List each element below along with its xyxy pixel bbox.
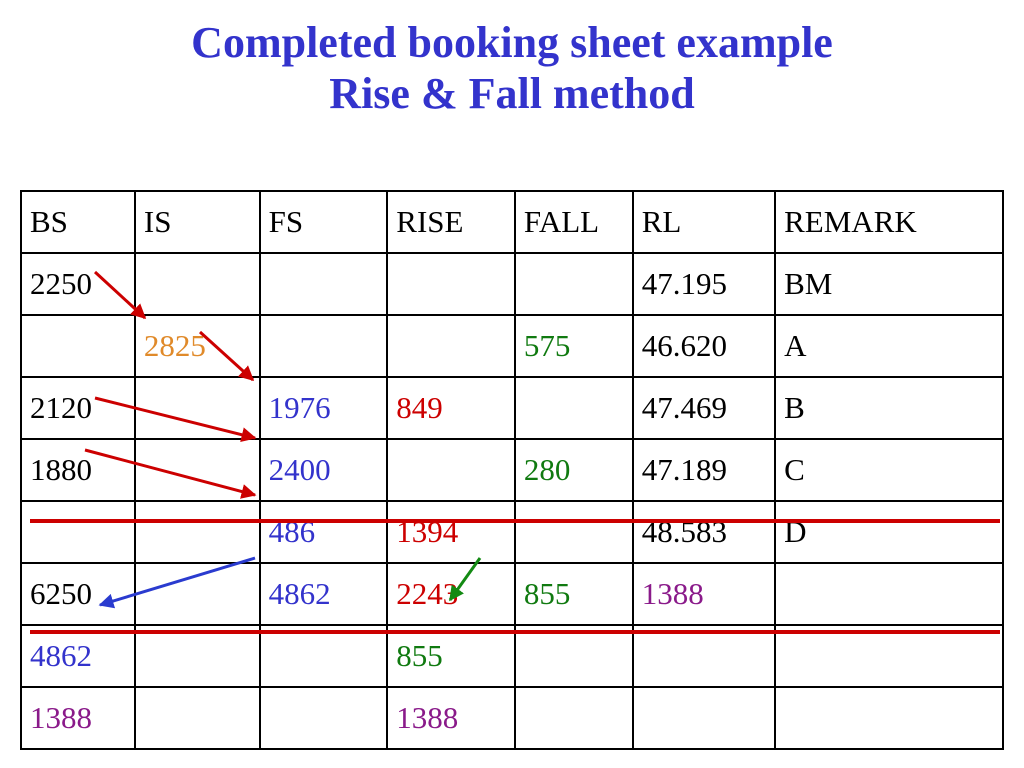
table-cell: 46.620 <box>633 315 775 377</box>
table-cell <box>515 377 633 439</box>
table-cell: 2120 <box>21 377 135 439</box>
table-cell <box>633 625 775 687</box>
table-header-row: BSISFSRISEFALLRLREMARK <box>21 191 1003 253</box>
table-cell: 47.195 <box>633 253 775 315</box>
table-cell <box>515 501 633 563</box>
table-cell <box>387 439 515 501</box>
table-cell <box>135 501 260 563</box>
table-cell <box>515 687 633 749</box>
table-cell: 855 <box>387 625 515 687</box>
table-cell <box>135 439 260 501</box>
table-cell <box>515 253 633 315</box>
table-body: BSISFSRISEFALLRLREMARK225047.195BM282557… <box>21 191 1003 749</box>
table-cell: BS <box>21 191 135 253</box>
booking-table-container: BSISFSRISEFALLRLREMARK225047.195BM282557… <box>20 190 1004 750</box>
table-cell: 1880 <box>21 439 135 501</box>
table-cell <box>135 253 260 315</box>
table-cell: RISE <box>387 191 515 253</box>
table-cell <box>260 687 388 749</box>
table-cell <box>775 687 1003 749</box>
title-line-1: Completed booking sheet example <box>0 18 1024 69</box>
table-cell <box>260 315 388 377</box>
table-row: 2250 47.195BM <box>21 253 1003 315</box>
table-cell: 1388 <box>21 687 135 749</box>
table-row: 6250 486222438551388 <box>21 563 1003 625</box>
table-cell <box>387 315 515 377</box>
table-cell: 2825 <box>135 315 260 377</box>
table-cell: A <box>775 315 1003 377</box>
table-cell <box>135 377 260 439</box>
table-cell: 486 <box>260 501 388 563</box>
table-row: 4862 855 <box>21 625 1003 687</box>
table-cell <box>135 625 260 687</box>
table-cell <box>515 625 633 687</box>
table-cell: BM <box>775 253 1003 315</box>
table-cell <box>775 563 1003 625</box>
table-cell: 48.583 <box>633 501 775 563</box>
table-cell: 849 <box>387 377 515 439</box>
title-line-2: Rise & Fall method <box>0 69 1024 120</box>
table-cell: 1388 <box>387 687 515 749</box>
table-cell: 4862 <box>260 563 388 625</box>
table-cell: 2243 <box>387 563 515 625</box>
table-row: 2825 57546.620A <box>21 315 1003 377</box>
table-row: 1880 2400 28047.189C <box>21 439 1003 501</box>
table-cell: 1976 <box>260 377 388 439</box>
table-cell <box>260 625 388 687</box>
table-cell: 1394 <box>387 501 515 563</box>
table-cell <box>775 625 1003 687</box>
table-cell: 2400 <box>260 439 388 501</box>
table-cell: 575 <box>515 315 633 377</box>
table-cell: 2250 <box>21 253 135 315</box>
table-cell <box>21 315 135 377</box>
table-cell: REMARK <box>775 191 1003 253</box>
table-cell <box>260 253 388 315</box>
table-cell: FS <box>260 191 388 253</box>
table-cell: RL <box>633 191 775 253</box>
booking-table: BSISFSRISEFALLRLREMARK225047.195BM282557… <box>20 190 1004 750</box>
table-cell: 4862 <box>21 625 135 687</box>
table-cell: 280 <box>515 439 633 501</box>
table-cell: C <box>775 439 1003 501</box>
table-cell: IS <box>135 191 260 253</box>
table-cell <box>135 563 260 625</box>
table-row: 1388 1388 <box>21 687 1003 749</box>
table-cell <box>21 501 135 563</box>
table-cell: 855 <box>515 563 633 625</box>
table-cell <box>135 687 260 749</box>
page-title: Completed booking sheet example Rise & F… <box>0 0 1024 119</box>
table-cell <box>387 253 515 315</box>
table-cell: FALL <box>515 191 633 253</box>
table-cell: B <box>775 377 1003 439</box>
table-cell <box>633 687 775 749</box>
table-row: 4861394 48.583D <box>21 501 1003 563</box>
table-cell: 47.469 <box>633 377 775 439</box>
table-cell: D <box>775 501 1003 563</box>
table-row: 2120 1976849 47.469B <box>21 377 1003 439</box>
table-cell: 6250 <box>21 563 135 625</box>
table-cell: 1388 <box>633 563 775 625</box>
table-cell: 47.189 <box>633 439 775 501</box>
